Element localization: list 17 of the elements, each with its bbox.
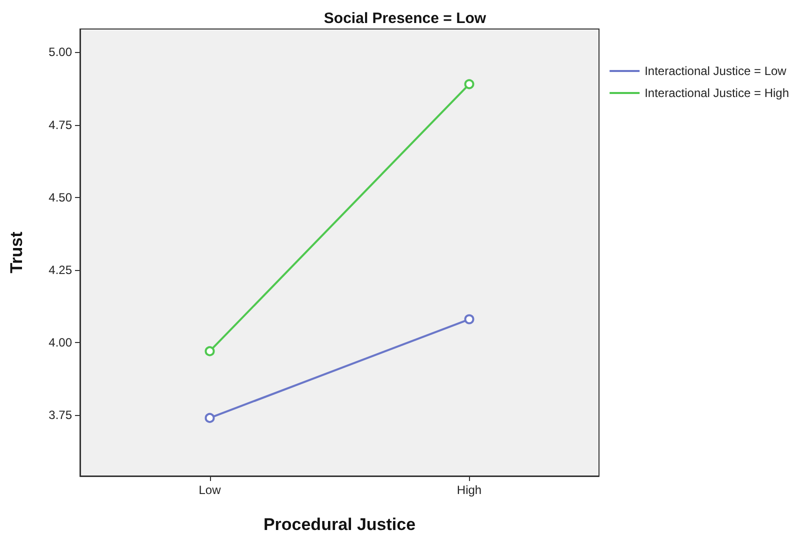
- legend-label: Interactional Justice = High: [644, 86, 790, 100]
- y-tick-label: 4.25: [48, 262, 72, 277]
- legend-label: Interactional Justice = Low: [644, 64, 787, 78]
- y-axis-title: Trust: [7, 231, 26, 274]
- point: [464, 314, 474, 324]
- y-tick-label: 3.75: [48, 408, 72, 422]
- y-tick-label: 4.50: [48, 190, 72, 204]
- y-tick-label: 4.75: [48, 118, 72, 132]
- point: [204, 346, 215, 356]
- point: [464, 79, 474, 90]
- y-tick-label: 5.00: [48, 45, 72, 60]
- point: [204, 412, 215, 423]
- x-axis-title: Procedural Justice: [263, 515, 416, 534]
- x-tick-label: Low: [198, 483, 222, 497]
- chart-title: Social Presence = Low: [324, 10, 486, 27]
- x-tick-label: High: [456, 483, 482, 497]
- y-tick-label: 4.00: [48, 335, 72, 350]
